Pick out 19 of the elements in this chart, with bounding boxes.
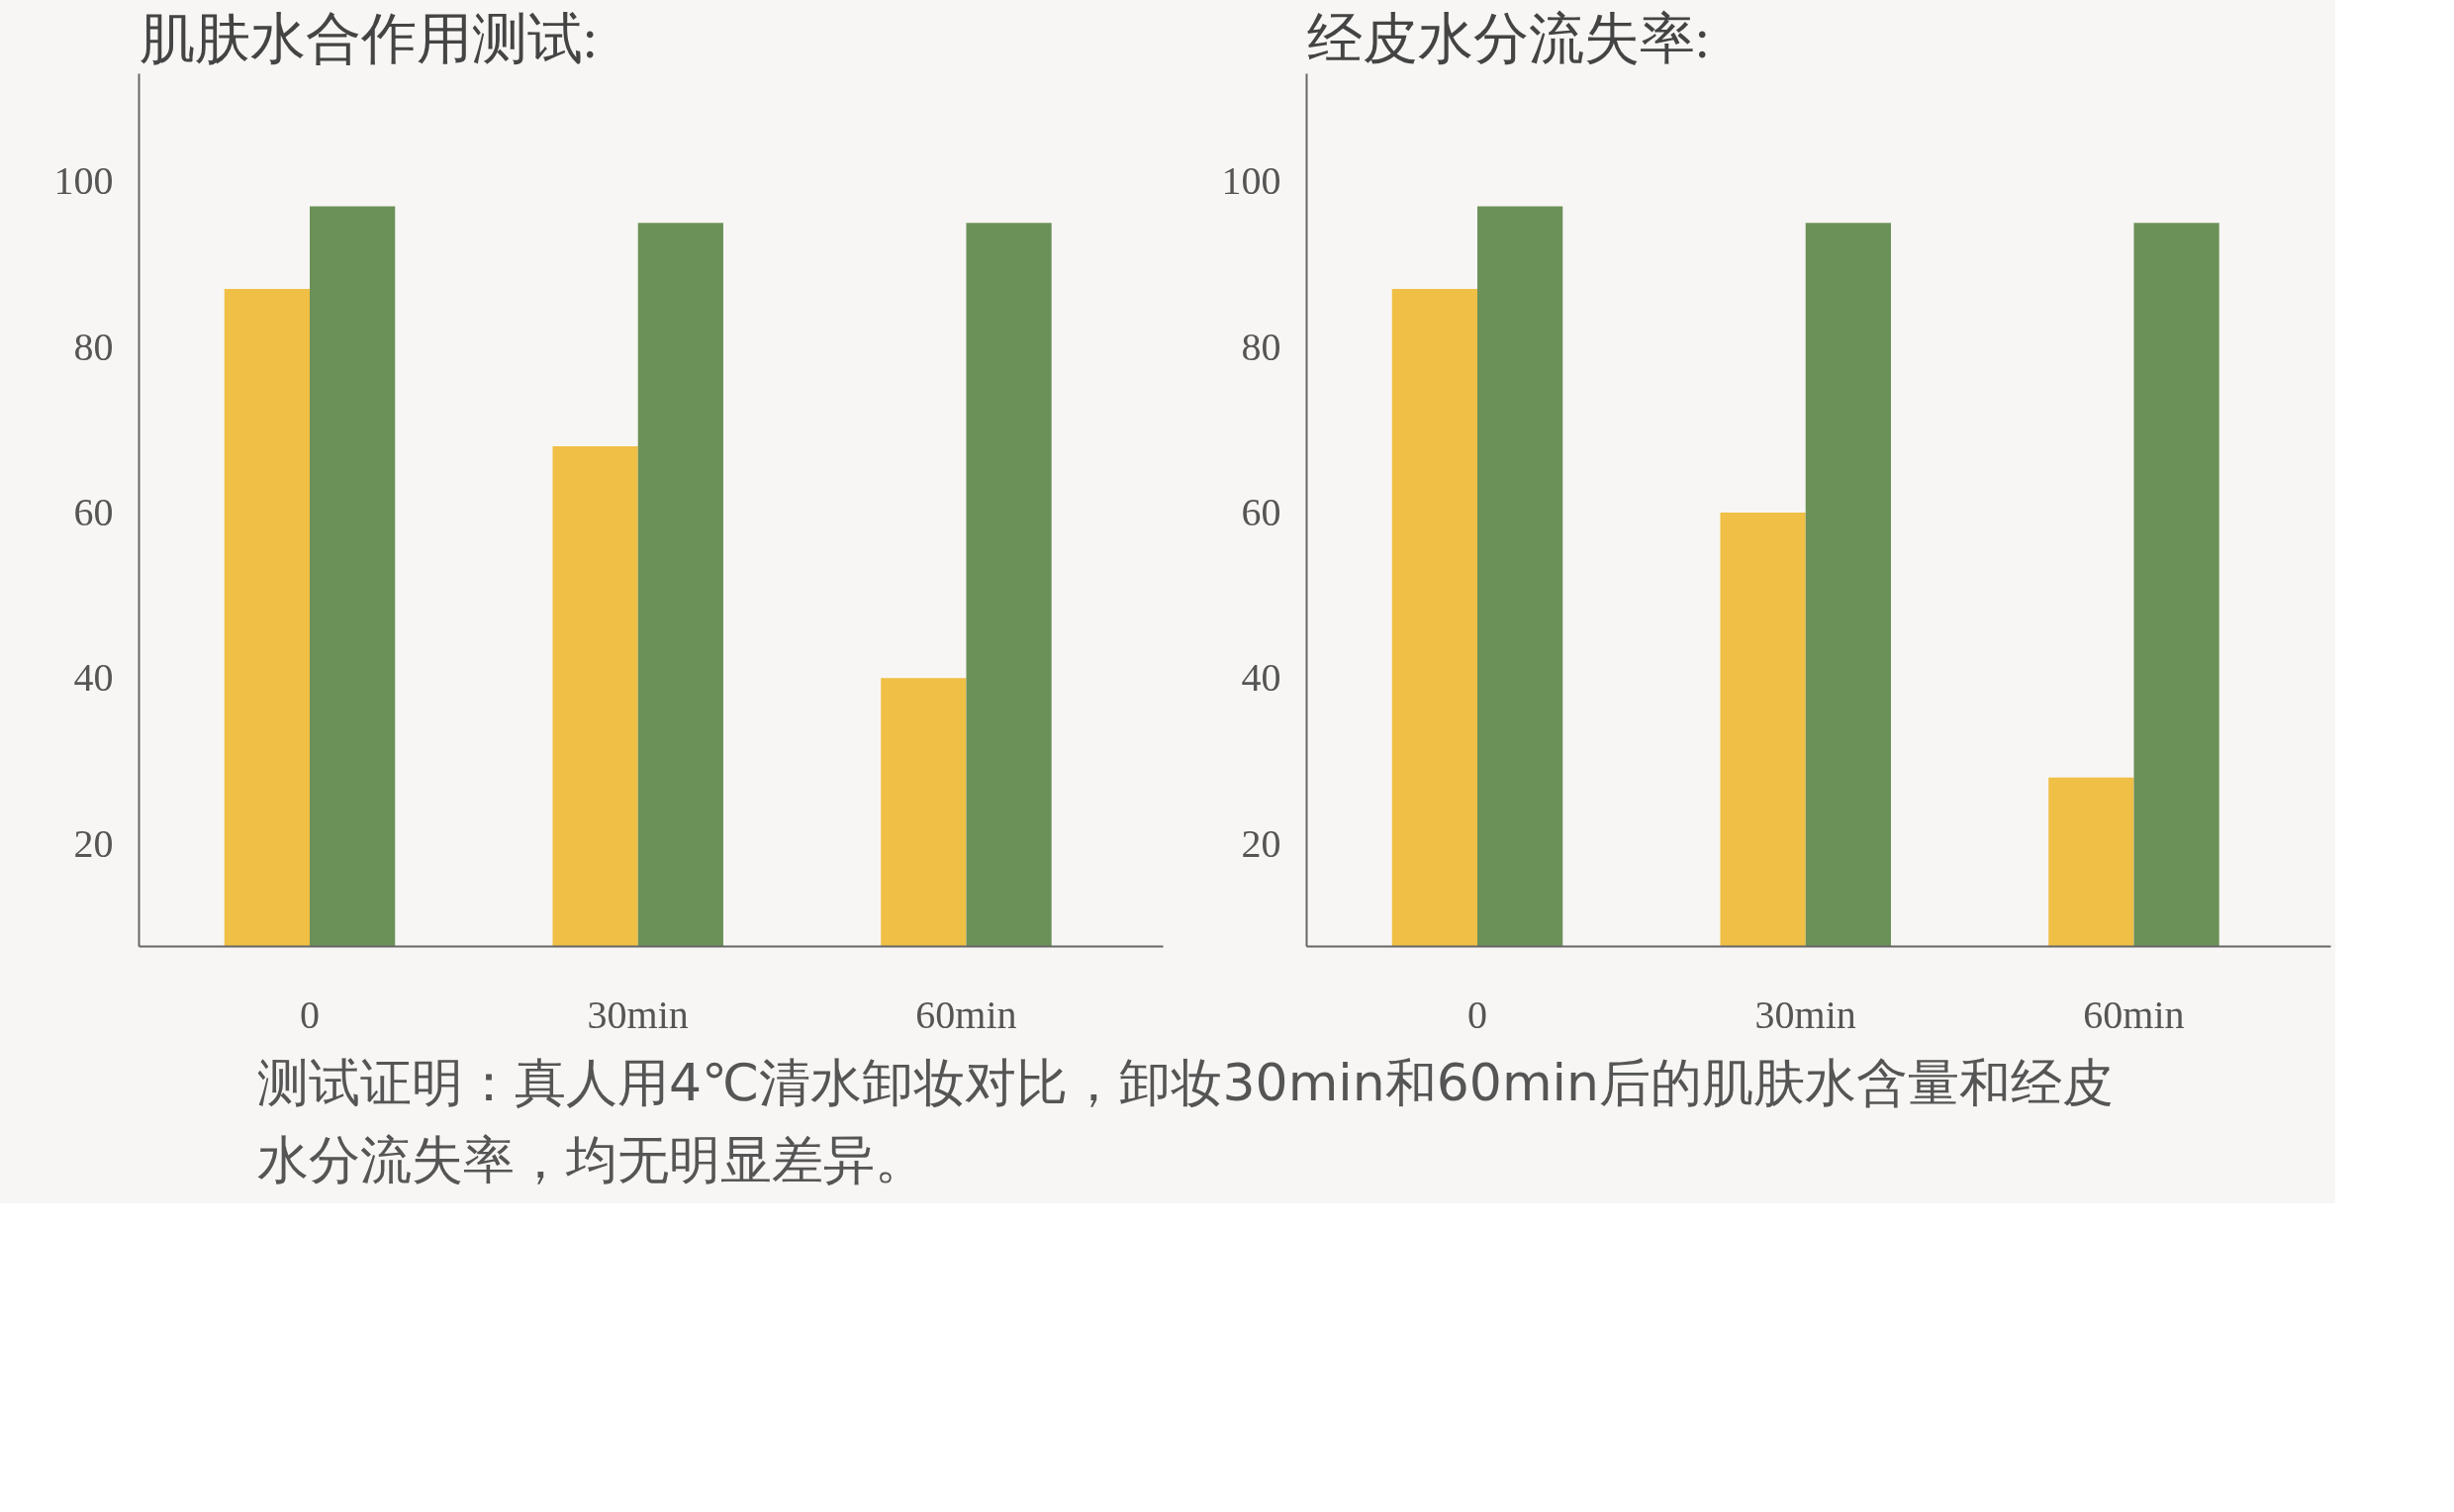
- y-tick-label: 100: [1221, 158, 1281, 204]
- y-tick-label: 80: [73, 324, 114, 369]
- x-tick-label: 60min: [915, 992, 1017, 1037]
- text: 测试证明：真人用4℃清水卸妆对比，卸妆30min和60min后的肌肤水含量和经皮水分流失率，均无明显差异。: [257, 1044, 2137, 1198]
- y-tick-label: 20: [73, 820, 114, 866]
- y-tick-label: 40: [73, 655, 114, 701]
- chart-title: 肌肤水合作用测试:: [139, 7, 599, 69]
- y-tick-label: 100: [53, 158, 114, 204]
- y-tick-label: 60: [1241, 490, 1281, 535]
- x-tick-label: 0: [300, 992, 320, 1037]
- y-tick-label: 40: [1241, 655, 1281, 701]
- x-tick-label: 30min: [1754, 992, 1856, 1037]
- y-tick-label: 60: [73, 490, 114, 535]
- x-tick-label: 0: [1467, 992, 1487, 1037]
- y-tick-label: 80: [1241, 324, 1281, 369]
- y-tick-label: 20: [1241, 820, 1281, 866]
- x-tick-label: 30min: [587, 992, 689, 1037]
- x-tick-label: 60min: [2083, 992, 2185, 1037]
- chart-title: 经皮水分流失率:: [1306, 7, 1711, 69]
